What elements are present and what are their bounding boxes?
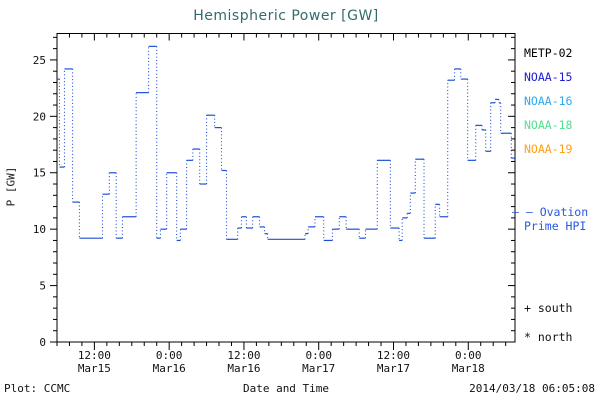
svg-text:12:00: 12:00 — [377, 349, 410, 362]
svg-text:Mar16: Mar16 — [227, 362, 260, 375]
page-title: Hemispheric Power [GW] — [193, 8, 379, 24]
legend-item-noaa18: NOAA-18 — [524, 118, 573, 132]
svg-text:0:00: 0:00 — [305, 349, 332, 362]
svg-text:20: 20 — [33, 110, 46, 123]
legend-ovation-prime-hpi: – – Ovation Prime HPI — [512, 205, 588, 233]
svg-text:0: 0 — [39, 336, 46, 349]
legend-ovation-line1: – – Ovation — [512, 205, 589, 219]
legend-item-noaa19: NOAA-19 — [524, 142, 573, 156]
legend-item-noaa16: NOAA-16 — [524, 94, 573, 108]
svg-text:0:00: 0:00 — [156, 349, 183, 362]
svg-text:10: 10 — [33, 223, 46, 236]
svg-text:Mar16: Mar16 — [153, 362, 186, 375]
svg-text:25: 25 — [33, 54, 46, 67]
svg-text:Mar17: Mar17 — [377, 362, 410, 375]
svg-text:Mar17: Mar17 — [302, 362, 335, 375]
svg-text:15: 15 — [33, 167, 46, 180]
svg-text:Mar18: Mar18 — [452, 362, 485, 375]
legend-marker-south: + south — [524, 301, 573, 315]
svg-text:Mar15: Mar15 — [78, 362, 111, 375]
plot-source-label: Plot: CCMC — [4, 382, 71, 395]
svg-text:12:00: 12:00 — [78, 349, 111, 362]
legend-item-noaa15: NOAA-15 — [524, 70, 573, 84]
svg-text:0:00: 0:00 — [455, 349, 482, 362]
legend-ovation-line2: Prime HPI — [524, 219, 587, 233]
legend-marker-north: * north — [524, 330, 573, 344]
svg-text:12:00: 12:00 — [227, 349, 260, 362]
plot-timestamp: 2014/03/18 06:05:08 — [469, 382, 595, 395]
svg-text:5: 5 — [39, 280, 46, 293]
x-axis-label: Date and Time — [242, 382, 330, 395]
legend-item-metp02: METP-02 — [524, 46, 573, 60]
